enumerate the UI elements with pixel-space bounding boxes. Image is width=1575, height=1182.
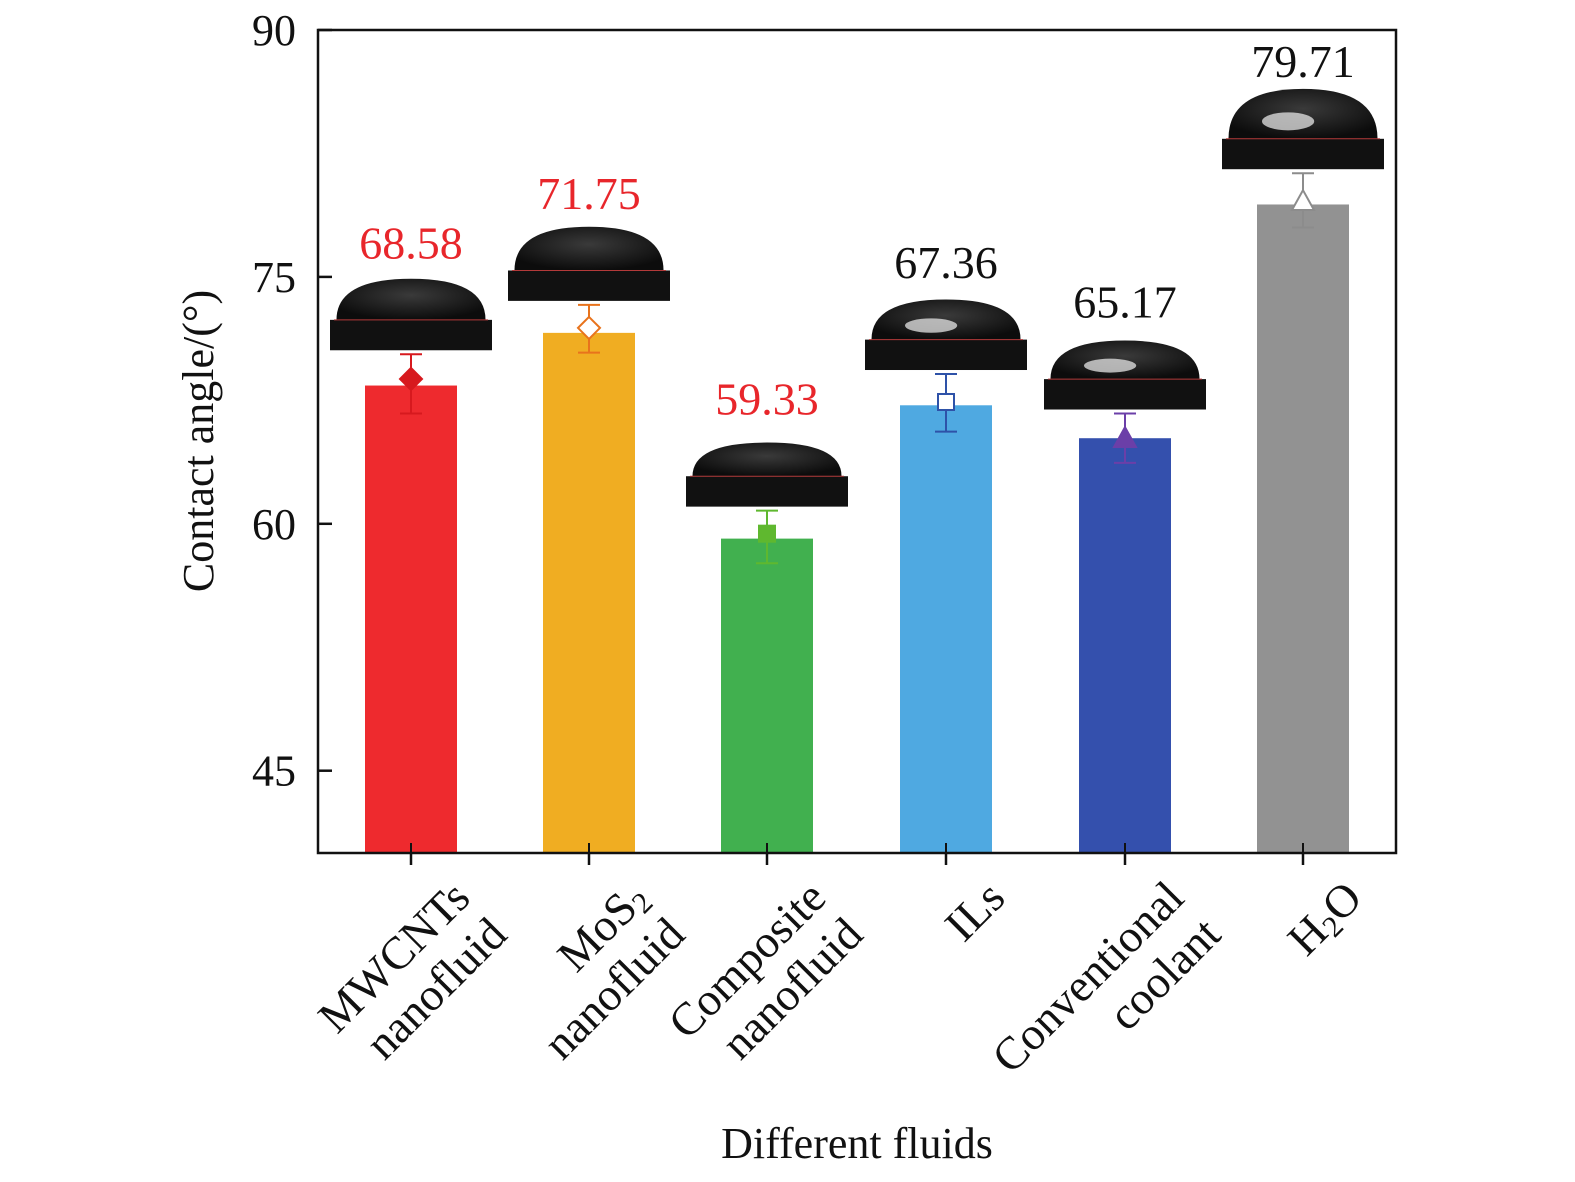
- value-annotation: 79.71: [1251, 36, 1355, 87]
- droplet-shape: [871, 299, 1021, 340]
- droplet-highlight: [1262, 112, 1315, 131]
- bar: [1079, 438, 1171, 853]
- marker-triangle: [1112, 425, 1138, 449]
- droplet-highlight: [1084, 358, 1137, 373]
- y-tick-label: 45: [252, 747, 296, 796]
- droplet-image: [1044, 329, 1206, 410]
- droplet-image: [508, 220, 670, 301]
- droplet-shape: [692, 442, 842, 477]
- x-tick-label-line: ILs: [935, 871, 1014, 950]
- marker-diamond: [398, 366, 424, 392]
- marker-triangle: [1290, 188, 1316, 211]
- x-tick-label-line: H2O: [1278, 871, 1374, 967]
- value-annotation: 67.36: [894, 237, 998, 288]
- x-axis-label: Different fluids: [721, 1119, 993, 1168]
- droplet-highlight: [905, 318, 958, 333]
- droplet-shape: [514, 226, 664, 271]
- x-tick-label: H2O: [1278, 871, 1374, 967]
- value-annotation: 65.17: [1073, 277, 1177, 328]
- marker-square: [758, 524, 776, 543]
- droplet-image: [1222, 88, 1384, 170]
- value-annotation: 59.33: [715, 374, 819, 425]
- x-tick-label: ILs: [935, 871, 1014, 950]
- marker-square: [937, 392, 955, 411]
- droplet-image: [686, 426, 848, 507]
- y-tick-label: 75: [252, 253, 296, 302]
- plot-frame: [316, 28, 1398, 855]
- y-tick-label: 90: [252, 6, 296, 55]
- droplet-shape: [1050, 340, 1200, 380]
- y-axis-label: Contact angle/(°): [174, 290, 223, 592]
- droplet-substrate: [686, 476, 848, 507]
- y-tick-label: 60: [252, 500, 296, 549]
- x-tick-label-part: ILs: [935, 871, 1014, 950]
- droplet-substrate: [865, 339, 1027, 371]
- value-annotation: 68.58: [359, 217, 463, 268]
- droplet-substrate: [1222, 138, 1384, 170]
- bar: [1257, 204, 1349, 853]
- marker-diamond: [576, 315, 602, 341]
- bar: [721, 538, 813, 853]
- bar: [900, 405, 992, 853]
- droplet-substrate: [330, 319, 492, 351]
- value-annotation: 71.75: [537, 168, 641, 219]
- bar: [543, 332, 635, 853]
- droplet-image: [330, 270, 492, 351]
- droplet-substrate: [1044, 379, 1206, 410]
- droplet-shape: [1228, 88, 1378, 139]
- droplet-shape: [336, 278, 486, 320]
- droplet-image: [865, 290, 1027, 371]
- bar: [365, 385, 457, 853]
- droplet-substrate: [508, 270, 670, 301]
